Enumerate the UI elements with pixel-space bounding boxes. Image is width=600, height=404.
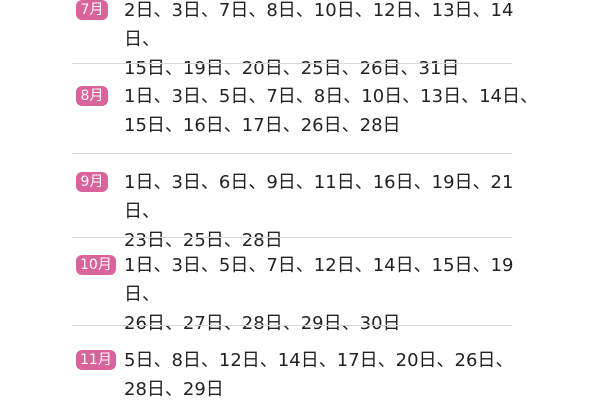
month-badge: 9月: [76, 172, 108, 192]
day-line: 15日、19日、20日、25日、26日、31日: [124, 58, 460, 79]
day-line: 23日、25日、28日: [124, 230, 283, 251]
day-line: 1日、3日、6日、9日、11日、16日、19日、21日、: [124, 172, 514, 222]
month-badge: 8月: [76, 86, 108, 106]
day-list: 1日、3日、5日、7日、8日、10日、13日、14日、 15日、16日、17日、2…: [124, 82, 544, 140]
day-line: 5日、8日、12日、14日、17日、20日、26日、: [124, 350, 514, 371]
month-badge: 11月: [76, 350, 116, 370]
divider: [72, 63, 512, 64]
day-line: 1日、3日、5日、7日、8日、10日、13日、14日、: [124, 86, 538, 107]
divider: [72, 325, 512, 326]
day-line: 1日、3日、5日、7日、12日、14日、15日、19日、: [124, 255, 514, 305]
divider: [72, 153, 512, 154]
day-list: 2日、3日、7日、8日、10日、12日、13日、14日、 15日、19日、20日、…: [124, 0, 544, 83]
month-badge: 7月: [76, 0, 108, 20]
day-line: 26日、27日、28日、29日、30日: [124, 313, 401, 334]
day-line: 28日、29日: [124, 379, 224, 400]
day-list: 5日、8日、12日、14日、17日、20日、26日、 28日、29日: [124, 346, 544, 404]
day-list: 1日、3日、5日、7日、12日、14日、15日、19日、 26日、27日、28日、…: [124, 251, 544, 338]
day-line: 15日、16日、17日、26日、28日: [124, 115, 401, 136]
day-line: 2日、3日、7日、8日、10日、12日、13日、14日、: [124, 0, 514, 50]
month-badge: 10月: [76, 255, 116, 275]
divider: [72, 237, 512, 238]
day-list: 1日、3日、6日、9日、11日、16日、19日、21日、 23日、25日、28日: [124, 168, 544, 255]
